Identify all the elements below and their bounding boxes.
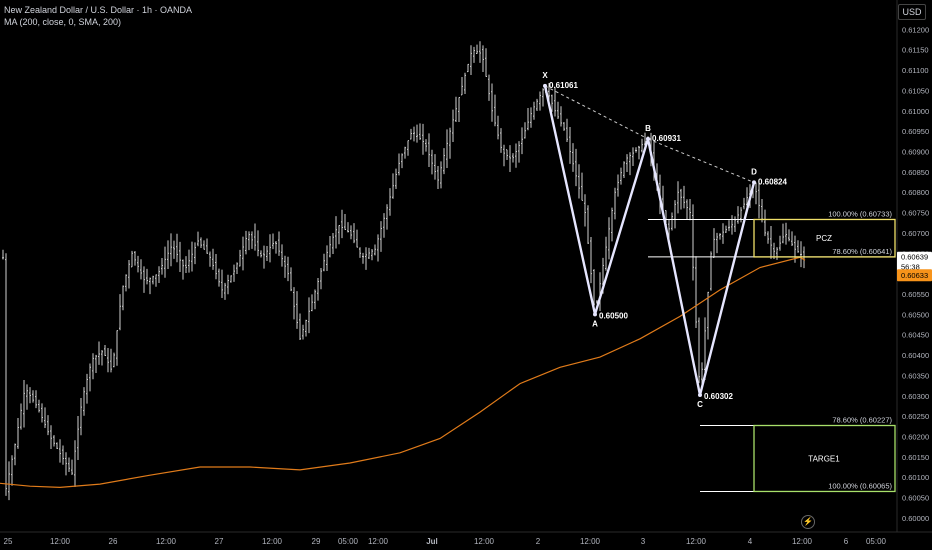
- y-tick-label: 0.61200: [902, 25, 929, 34]
- y-tick-label: 0.60900: [902, 147, 929, 156]
- pattern-point-d[interactable]: [752, 180, 756, 185]
- y-tick-label: 0.60450: [902, 331, 929, 340]
- y-tick-label: 0.60300: [902, 392, 929, 401]
- indicator-label[interactable]: MA (200, close, 0, SMA, 200): [4, 17, 122, 27]
- y-tick-label: 0.60250: [902, 412, 929, 421]
- pattern-point-x[interactable]: [543, 83, 547, 88]
- x-tick-label: 05:00: [866, 537, 887, 546]
- pattern-point-label: B: [645, 124, 651, 133]
- x-tick-label: Jul: [426, 537, 438, 546]
- symbol-title: New Zealand Dollar / U.S. Dollar · 1h · …: [4, 5, 193, 15]
- y-tick-label: 0.60500: [902, 310, 929, 319]
- level-label: 78.60% (0.60227): [832, 416, 892, 425]
- y-tick-label: 0.60550: [902, 290, 929, 299]
- pattern-point-value: 0.60931: [652, 134, 681, 143]
- pattern-point-label: C: [697, 400, 703, 409]
- x-tick-label: 12:00: [580, 537, 601, 546]
- chart-legend: New Zealand Dollar / U.S. Dollar · 1h · …: [4, 4, 192, 28]
- currency-button[interactable]: USD: [898, 4, 926, 20]
- y-tick-label: 0.60050: [902, 494, 929, 503]
- pattern-point-label: A: [592, 319, 598, 328]
- pattern-point-a[interactable]: [593, 312, 597, 317]
- x-tick-label: 27: [215, 537, 224, 546]
- y-tick-label: 0.60200: [902, 432, 929, 441]
- x-tick-label: 12:00: [792, 537, 813, 546]
- bd-dashed-line: [647, 138, 755, 183]
- pattern-point-value: 0.60302: [704, 392, 733, 401]
- ma-price-text: 0.60633: [901, 271, 928, 280]
- x-tick-label: 12:00: [368, 537, 389, 546]
- y-tick-label: 0.60400: [902, 351, 929, 360]
- pattern-point-b[interactable]: [646, 136, 650, 141]
- x-tick-label: 12:00: [50, 537, 71, 546]
- moving-average-line: [0, 256, 806, 489]
- x-tick-label: 12:00: [474, 537, 495, 546]
- pattern-point-label: X: [542, 71, 548, 80]
- y-tick-label: 0.60750: [902, 209, 929, 218]
- target-box-label: TARGE1: [808, 454, 840, 463]
- pattern-point-label: D: [751, 167, 757, 176]
- x-tick-label: 12:00: [686, 537, 707, 546]
- pattern-point-c[interactable]: [698, 392, 702, 397]
- x-tick-label: 26: [109, 537, 118, 546]
- lightning-icon[interactable]: ⚡: [801, 515, 815, 529]
- countdown-text: 56:38: [901, 263, 920, 272]
- y-tick-label: 0.61100: [902, 66, 929, 75]
- last-price-text: 0.60639: [901, 253, 928, 262]
- x-tick-label: 12:00: [156, 537, 177, 546]
- y-tick-label: 0.60850: [902, 168, 929, 177]
- level-label: 100.00% (0.60065): [828, 481, 892, 490]
- pcz-box[interactable]: [753, 218, 896, 258]
- x-tick-label: 05:00: [338, 537, 359, 546]
- x-tick-label: 29: [312, 537, 321, 546]
- x-tick-label: 25: [4, 537, 13, 546]
- ma-price-badge: [897, 269, 932, 282]
- xb-dashed-line: [544, 85, 649, 140]
- y-tick-label: 0.61050: [902, 86, 929, 95]
- y-tick-label: 0.60000: [902, 514, 929, 523]
- x-tick-label: 4: [748, 537, 753, 546]
- pattern-point-value: 0.61061: [549, 81, 578, 90]
- y-tick-label: 0.60700: [902, 229, 929, 238]
- y-tick-label: 0.60950: [902, 127, 929, 136]
- y-tick-label: 0.60800: [902, 188, 929, 197]
- pattern-point-value: 0.60500: [599, 311, 628, 320]
- y-tick-label: 0.60350: [902, 371, 929, 380]
- level-label: 78.60% (0.60641): [832, 247, 892, 256]
- y-tick-label: 0.61150: [902, 46, 929, 55]
- last-price-badge: [897, 251, 932, 273]
- x-tick-label: 3: [641, 537, 646, 546]
- y-tick-label: 0.61000: [902, 107, 929, 116]
- x-tick-label: 2: [536, 537, 541, 546]
- level-label: 100.00% (0.60733): [828, 209, 892, 218]
- x-tick-label: 6: [844, 537, 849, 546]
- pattern-point-value: 0.60824: [758, 177, 787, 186]
- x-tick-label: 12:00: [262, 537, 283, 546]
- y-tick-label: 0.60150: [902, 453, 929, 462]
- y-tick-label: 0.60100: [902, 473, 929, 482]
- pcz-box-label: PCZ: [816, 234, 832, 243]
- target-box[interactable]: [753, 424, 896, 493]
